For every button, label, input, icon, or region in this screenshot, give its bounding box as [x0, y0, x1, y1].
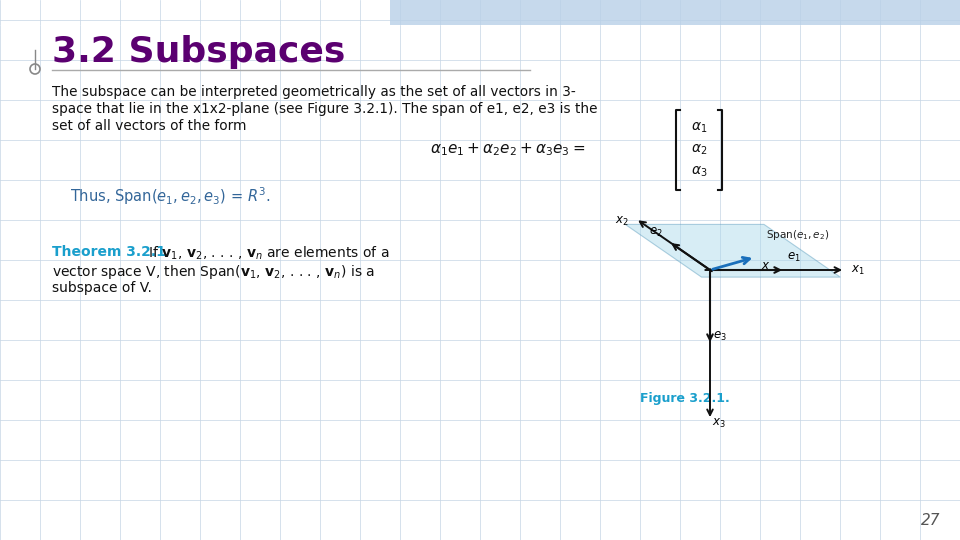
Text: The subspace can be interpreted geometrically as the set of all vectors in 3-: The subspace can be interpreted geometri… [52, 85, 576, 99]
Text: $\alpha_1 e_1 + \alpha_2 e_2 + \alpha_3 e_3 = $: $\alpha_1 e_1 + \alpha_2 e_2 + \alpha_3 … [430, 141, 586, 158]
Text: $x_1$: $x_1$ [851, 264, 865, 276]
Text: $\alpha_1$: $\alpha_1$ [691, 121, 708, 135]
Text: $x$: $x$ [760, 259, 770, 272]
Text: space that lie in the x1x2-plane (see Figure 3.2.1). The span of e1, e2, e3 is t: space that lie in the x1x2-plane (see Fi… [52, 102, 597, 116]
Text: vector space V, then Span($\mathbf{v}_1$, $\mathbf{v}_2$, . . . , $\mathbf{v}_n$: vector space V, then Span($\mathbf{v}_1$… [52, 263, 375, 281]
Text: subspace of V.: subspace of V. [52, 281, 152, 295]
Text: $e_2$: $e_2$ [649, 226, 662, 240]
Text: Thus, Span($e_1, e_2, e_3$) = $R^3$.: Thus, Span($e_1, e_2, e_3$) = $R^3$. [70, 185, 271, 207]
Text: $\alpha_2$: $\alpha_2$ [691, 143, 708, 157]
Text: $e_1$: $e_1$ [787, 251, 801, 264]
Text: set of all vectors of the form: set of all vectors of the form [52, 119, 247, 133]
Text: Figure 3.2.1.: Figure 3.2.1. [640, 392, 730, 405]
Text: If $\mathbf{v}_1$, $\mathbf{v}_2$, . . . , $\mathbf{v}_n$ are elements of a: If $\mathbf{v}_1$, $\mathbf{v}_2$, . . .… [144, 245, 390, 262]
Text: 27: 27 [921, 513, 940, 528]
Text: 3.2 Subspaces: 3.2 Subspaces [52, 35, 346, 69]
Text: $\alpha_3$: $\alpha_3$ [691, 165, 708, 179]
Text: Span($e_1, e_2$): Span($e_1, e_2$) [766, 228, 829, 242]
Text: $e_3$: $e_3$ [713, 330, 727, 343]
Text: $x_3$: $x_3$ [712, 417, 726, 430]
Text: $x_2$: $x_2$ [615, 215, 629, 228]
Text: Theorem 3.2.1: Theorem 3.2.1 [52, 245, 166, 259]
Polygon shape [625, 225, 840, 277]
Bar [390, 0, 960, 25]
